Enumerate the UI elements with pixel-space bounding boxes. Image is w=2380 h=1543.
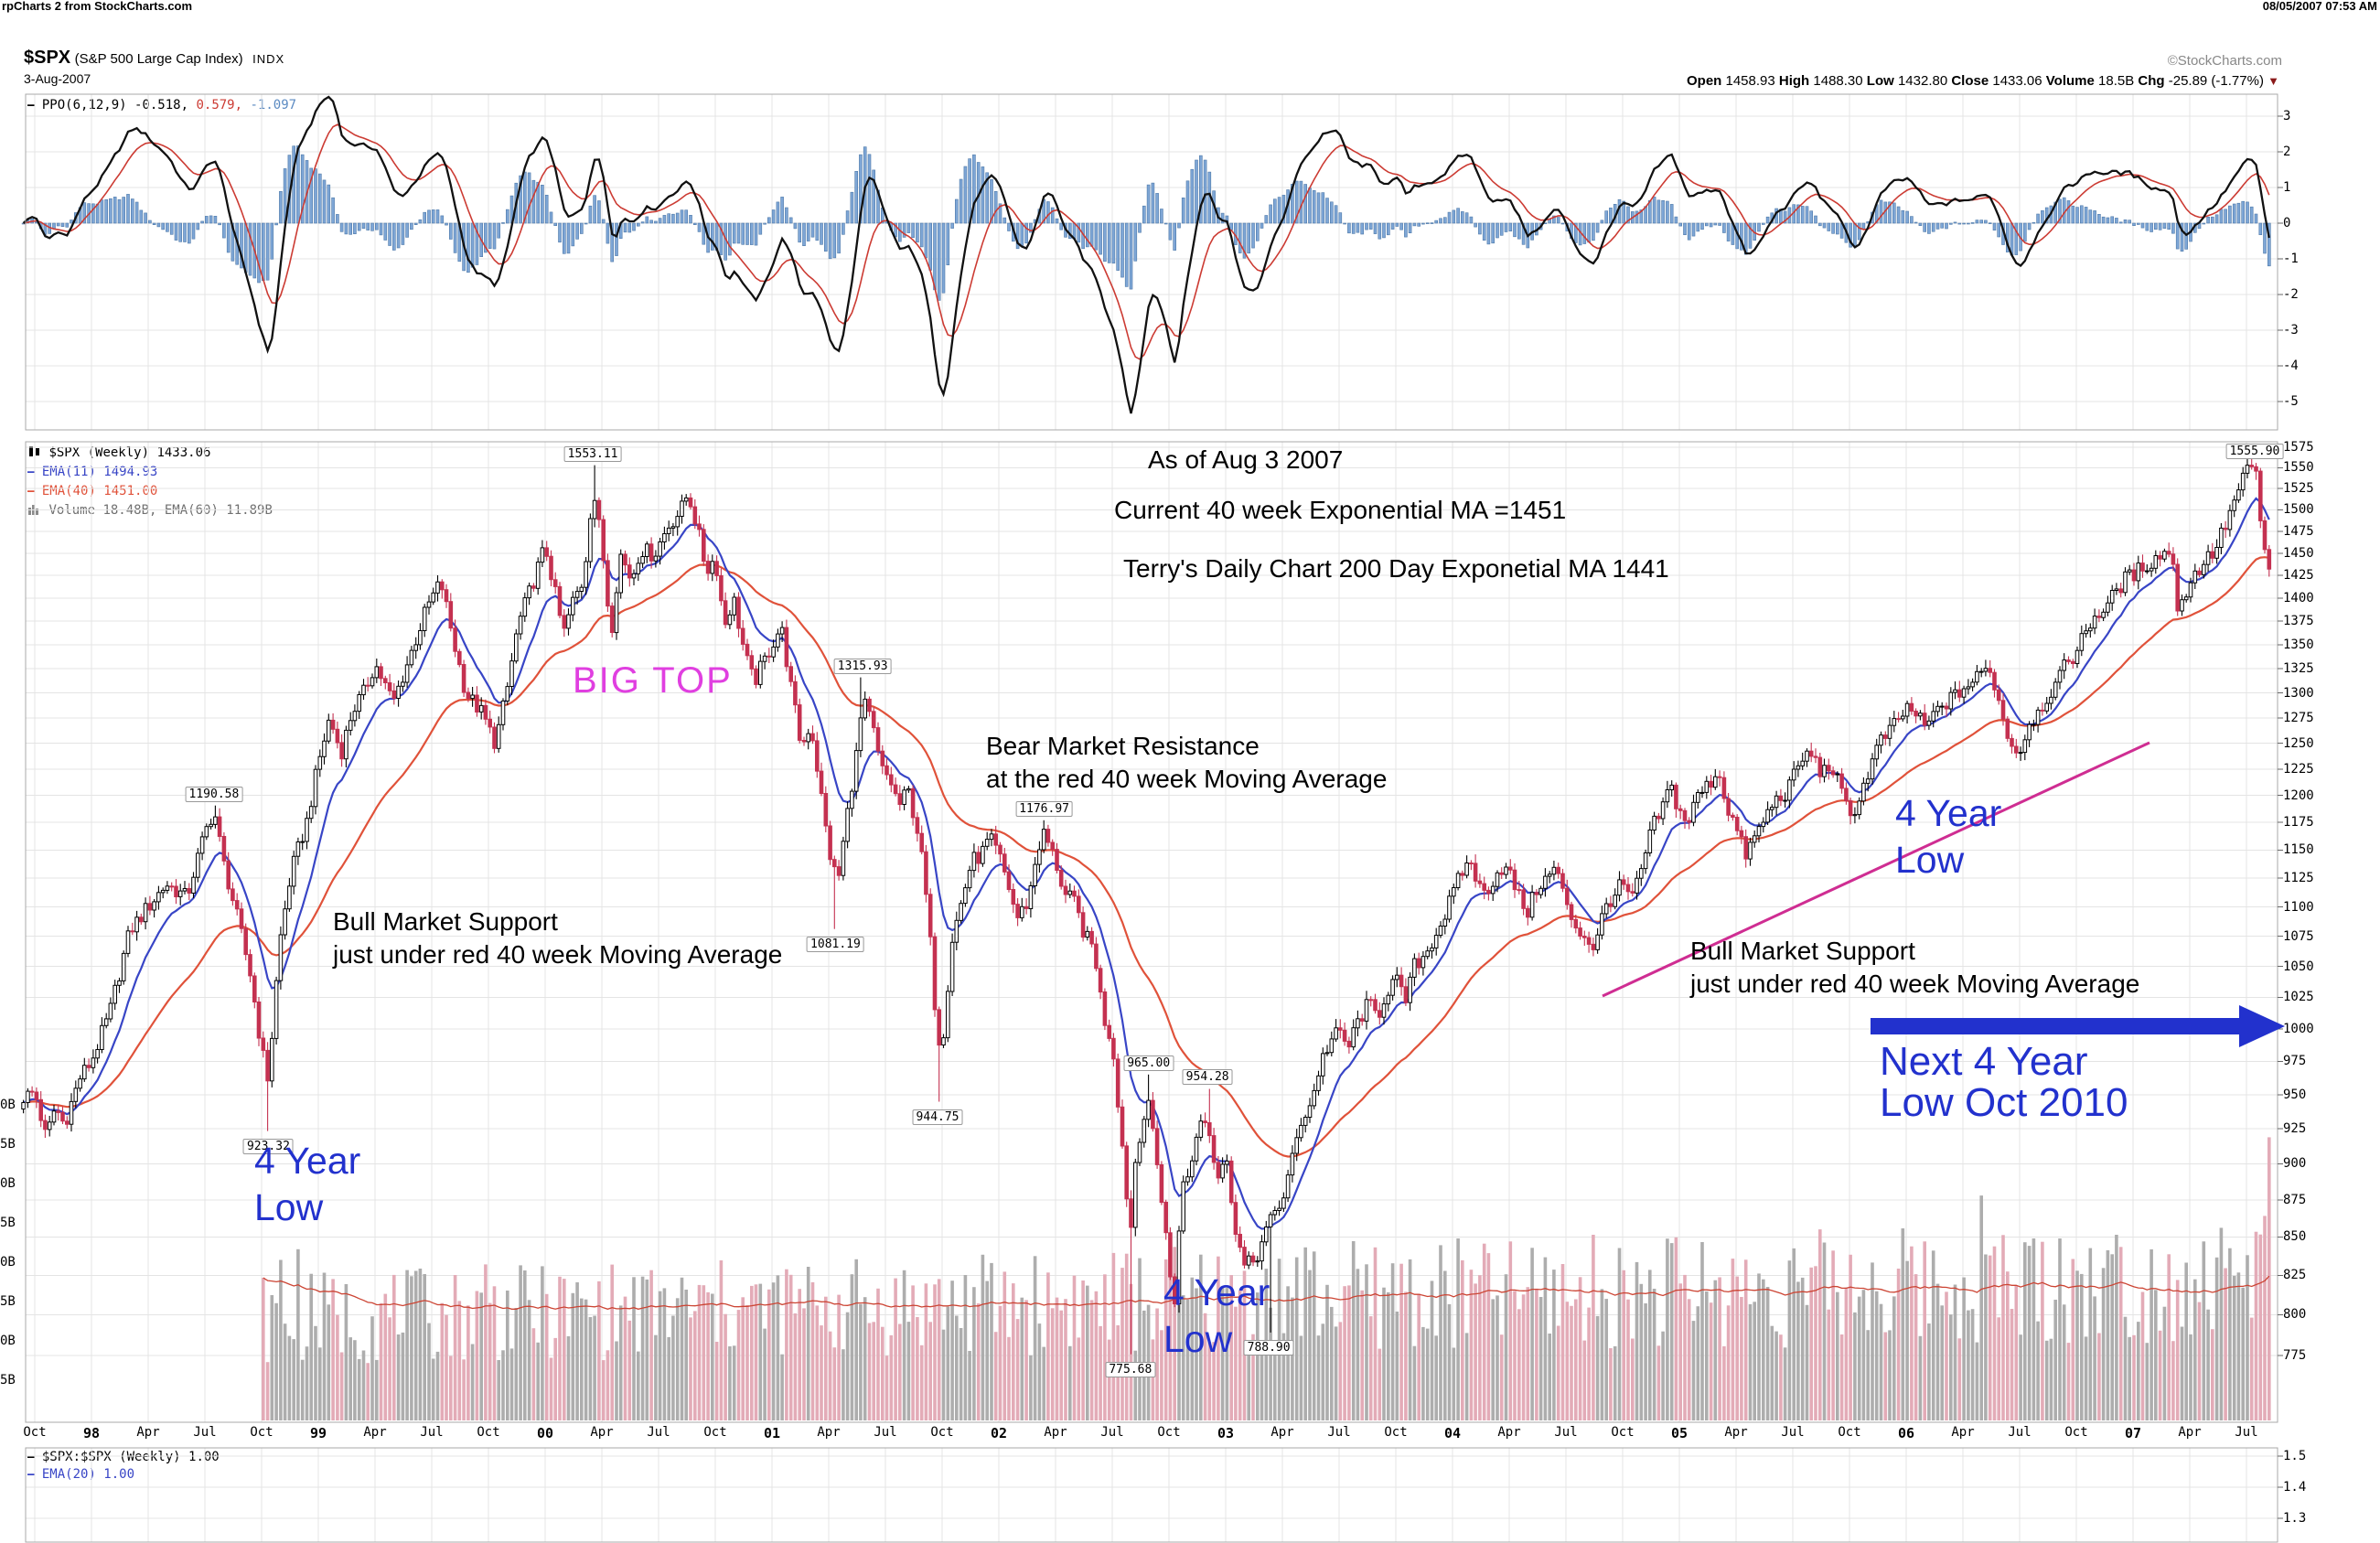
symbol-description: (S&P 500 Large Cap Index) bbox=[74, 51, 243, 67]
chart-date: 3-Aug-2007 bbox=[24, 71, 91, 86]
panel-borders bbox=[25, 93, 2283, 1543]
quote-value: 18.5B bbox=[2094, 73, 2139, 89]
ema-fast-legend: EMA(11) 1494.93 bbox=[41, 465, 158, 479]
exchange-label: INDX bbox=[252, 52, 285, 66]
quote-value: 1458.93 bbox=[1721, 73, 1779, 89]
ratio-ema-swatch-icon: — bbox=[27, 1467, 36, 1482]
quote-label: High bbox=[1778, 73, 1810, 89]
change-down-icon: ▼ bbox=[2267, 74, 2279, 88]
volume-ema-line bbox=[263, 1275, 2270, 1310]
quote-label: Volume bbox=[2045, 73, 2095, 89]
quote-value: 1488.30 bbox=[1809, 73, 1867, 89]
gridlines bbox=[26, 94, 2278, 1542]
ppo-signal-line bbox=[23, 123, 2270, 360]
quote-value: -25.89 (-1.77%) bbox=[2164, 73, 2268, 89]
quote-value: 1433.06 bbox=[1989, 73, 2046, 89]
volume-bars bbox=[262, 1137, 2271, 1420]
ohlc-quote-line: Open 1458.93 High 1488.30 Low 1432.80 Cl… bbox=[1687, 73, 2279, 89]
ema-slow-legend: EMA(40) 1451.00 bbox=[41, 484, 158, 498]
main-legend: $SPX (Weekly) 1433.06 — EMA(11) 1494.93 … bbox=[27, 444, 273, 520]
browser-title-fragment: rpCharts 2 from StockCharts.com bbox=[2, 0, 193, 13]
ema-slow-swatch-icon: — bbox=[27, 484, 36, 498]
ppo-line-swatch-icon: — bbox=[27, 98, 36, 113]
ppo-legend-label: PPO(6,12,9) -0.518, bbox=[41, 98, 189, 113]
stockcharts-watermark: ©StockCharts.com bbox=[2167, 53, 2282, 69]
ema11-line bbox=[23, 497, 2270, 1230]
ratio-legend: — $SPX:$SPX (Weekly) 1.00 — EMA(20) 1.00 bbox=[27, 1449, 220, 1484]
chart-title: $SPX (S&P 500 Large Cap Index) INDX bbox=[24, 48, 284, 69]
ratio-symbol-legend: $SPX:$SPX (Weekly) 1.00 bbox=[41, 1450, 220, 1464]
volume-legend: Volume 18.48B, EMA(60) 11.89B bbox=[48, 503, 273, 518]
quote-label: Low bbox=[1866, 73, 1894, 89]
quote-label: Open bbox=[1686, 73, 1722, 89]
support-trendline bbox=[1602, 741, 2150, 998]
ppo-signal-value: 0.579, bbox=[196, 98, 243, 113]
ppo-histogram bbox=[21, 145, 2271, 301]
ema40-line bbox=[23, 556, 2269, 1158]
symbol: $SPX bbox=[24, 48, 71, 68]
quote-label: Chg bbox=[2138, 73, 2165, 89]
ppo-line bbox=[22, 95, 2270, 414]
ratio-line-swatch-icon: — bbox=[27, 1450, 36, 1464]
main-symbol-legend: $SPX (Weekly) 1433.06 bbox=[48, 445, 211, 460]
ratio-ema-legend: EMA(20) 1.00 bbox=[41, 1467, 135, 1482]
ema-fast-swatch-icon: — bbox=[27, 465, 36, 479]
price-candles bbox=[21, 456, 2272, 1355]
quote-value: 1432.80 bbox=[1893, 73, 1952, 89]
next-low-arrow-icon bbox=[1871, 1005, 2285, 1047]
capture-timestamp: 08/05/2007 07:53 AM bbox=[2262, 0, 2377, 13]
candlestick-icon bbox=[29, 446, 39, 456]
quote-label: Close bbox=[1951, 73, 1989, 89]
